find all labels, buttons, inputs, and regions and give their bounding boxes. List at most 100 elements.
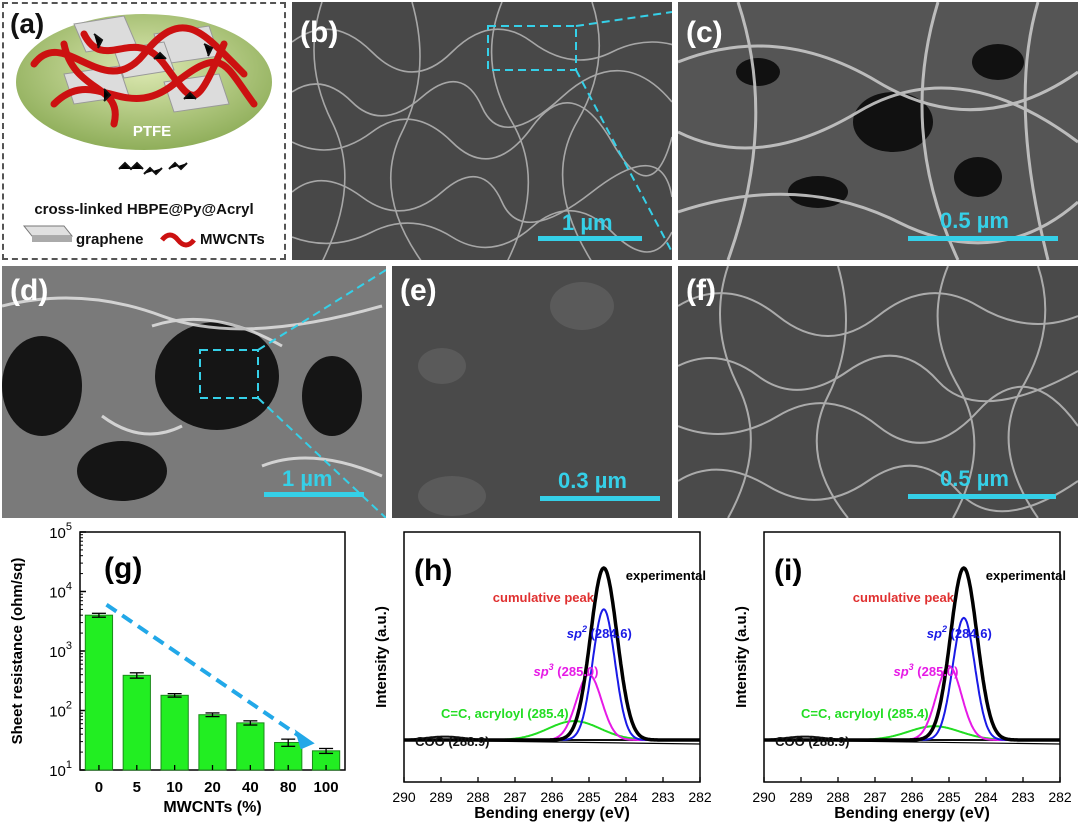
panel-b: (b) 1 µm xyxy=(292,2,672,260)
x-tick-label-h: 283 xyxy=(651,789,675,805)
x-tick-label-g: 100 xyxy=(314,779,339,796)
bar-g-0 xyxy=(84,614,114,771)
x-tick-label-h: 290 xyxy=(392,789,416,805)
nanotube-texture-f xyxy=(678,266,1078,518)
schematic-diagram: PTFE cross-linked HBPE@Py@Acryl graphene… xyxy=(16,14,272,248)
y-tick-label-g: 101 xyxy=(49,759,72,780)
y-axis-label-g: Sheet resistance (ohm/sq) xyxy=(9,558,26,745)
zoom-box-b xyxy=(487,25,577,71)
bar-g-20 xyxy=(198,714,227,771)
chart-i-svg: 290 289 288 287 286 285 284 283 282 experimental c… xyxy=(733,531,1072,822)
x-tick-label-h: 289 xyxy=(429,789,453,805)
annotation-i-1: cumulative peak xyxy=(853,590,955,605)
scale-bar-e xyxy=(540,496,660,501)
x-tick-label-h: 288 xyxy=(466,789,490,805)
sem-image-b xyxy=(292,2,672,260)
panel-e: (e) 0.3 µm xyxy=(392,266,672,518)
mwcnt-legend-label: MWCNTs xyxy=(200,231,265,248)
panel-g: 101 102 103 104 105 0 5 10 20 40 80 100 MWCNTs (%) Sh… xyxy=(0,522,360,827)
x-tick-label-i: 284 xyxy=(974,789,998,805)
y-tick-label-g: 102 xyxy=(49,700,72,721)
scale-bar-f xyxy=(908,494,1056,499)
x-tick-label-i: 289 xyxy=(789,789,813,805)
nanotube-texture xyxy=(292,2,672,260)
zoom-box-d xyxy=(199,349,259,399)
sem-image-c xyxy=(678,2,1078,260)
ptfe-label: PTFE xyxy=(133,123,171,140)
x-tick-label-h: 286 xyxy=(540,789,564,805)
panel-h: 290 289 288 287 286 285 284 283 282 experimental c… xyxy=(360,522,720,827)
panel-label-d: (d) xyxy=(10,274,49,307)
scale-bar-label-b: 1 µm xyxy=(562,210,613,235)
y-tick-label-g: 105 xyxy=(49,522,72,542)
y-tick-label-g: 104 xyxy=(49,581,72,602)
annotation-h-1: cumulative peak xyxy=(493,590,595,605)
x-tick-label-h: 282 xyxy=(688,789,712,805)
x-tick-label-i: 285 xyxy=(937,789,961,805)
x-tick-label-g: 10 xyxy=(166,779,183,796)
annotation-i-3: sp3 (285.0) xyxy=(894,662,959,679)
graphene-legend-label: graphene xyxy=(76,231,144,248)
annotation-i-0: experimental xyxy=(986,568,1066,583)
panel-label-f: (f) xyxy=(686,274,716,307)
molecule-clusters xyxy=(93,33,214,176)
x-tick-label-g: 80 xyxy=(280,779,297,796)
x-axis-label-h: Bending energy (eV) xyxy=(474,805,630,822)
annotation-i-5: COO (288.9) xyxy=(775,734,849,749)
membrane-edges xyxy=(2,296,383,478)
x-tick-label-i: 282 xyxy=(1048,789,1072,805)
scale-bar-d xyxy=(264,492,364,497)
scale-bar-label-d: 1 µm xyxy=(282,466,333,491)
y-axis-label-h: Intensity (a.u.) xyxy=(373,606,390,708)
x-tick-label-i: 287 xyxy=(863,789,887,805)
series-experimental-h xyxy=(404,566,700,742)
trend-arrow-g xyxy=(105,603,304,741)
x-tick-label-h: 285 xyxy=(577,789,601,805)
bar-g-5 xyxy=(122,674,151,771)
fiber-texture xyxy=(678,2,1078,260)
bar-g-40 xyxy=(236,722,265,771)
x-tick-label-g: 5 xyxy=(133,779,141,796)
annotation-i-4: C=C, acryloyl (285.4) xyxy=(801,706,929,721)
x-tick-label-g: 40 xyxy=(242,779,259,796)
crosslinked-label: cross-linked HBPE@Py@Acryl xyxy=(34,201,253,218)
panel-a: PTFE cross-linked HBPE@Py@Acryl graphene… xyxy=(2,2,286,260)
trend-arrowhead-g xyxy=(294,729,315,750)
annotation-i-2: sp2 (284.6) xyxy=(927,624,992,641)
x-axis-label-i: Bending energy (eV) xyxy=(834,805,990,822)
zoom-line-d2 xyxy=(257,397,386,518)
x-tick-label-g: 20 xyxy=(204,779,221,796)
panel-f: (f) 0.5 µm xyxy=(678,266,1078,518)
panel-label-c: (c) xyxy=(686,16,723,49)
x-tick-label-i: 283 xyxy=(1011,789,1035,805)
x-tick-label-i: 286 xyxy=(900,789,924,805)
annotation-h-5: COO (288.9) xyxy=(415,734,489,749)
series-sp2-i xyxy=(764,616,1060,741)
x-tick-label-h: 287 xyxy=(503,789,527,805)
surface-bumps xyxy=(418,282,614,516)
sem-image-d xyxy=(2,269,386,518)
y-tick-label-g: 103 xyxy=(49,640,72,661)
panel-label-g: (g) xyxy=(104,552,142,585)
scale-bar-c xyxy=(908,236,1058,241)
graphene-legend-icon xyxy=(22,225,74,237)
scale-bar-label-e: 0.3 µm xyxy=(558,468,627,493)
series-experimental-i xyxy=(764,566,1060,742)
x-tick-label-i: 290 xyxy=(752,789,776,805)
pore-regions-d xyxy=(2,322,362,501)
bar-g-10 xyxy=(160,694,189,771)
zoom-line-b1 xyxy=(575,11,672,27)
annotation-h-0: experimental xyxy=(626,568,706,583)
zoom-line-b2 xyxy=(575,69,672,253)
y-axis-label-i: Intensity (a.u.) xyxy=(733,606,750,708)
chart-g-svg: 101 102 103 104 105 0 5 10 20 40 80 100 MWCNTs (%) Sh… xyxy=(9,522,346,816)
x-tick-label-i: 288 xyxy=(826,789,850,805)
x-axis-label-g: MWCNTs (%) xyxy=(163,799,261,816)
panel-label-h: (h) xyxy=(414,554,452,587)
sem-image-f xyxy=(678,266,1078,518)
panel-label-i: (i) xyxy=(774,554,802,587)
panel-i: 290 289 288 287 286 285 284 283 282 experimental c… xyxy=(720,522,1080,827)
panel-label-a: (a) xyxy=(10,8,45,39)
scale-bar-label-f: 0.5 µm xyxy=(940,466,1009,491)
graphene-legend-icon-edge xyxy=(32,236,72,242)
